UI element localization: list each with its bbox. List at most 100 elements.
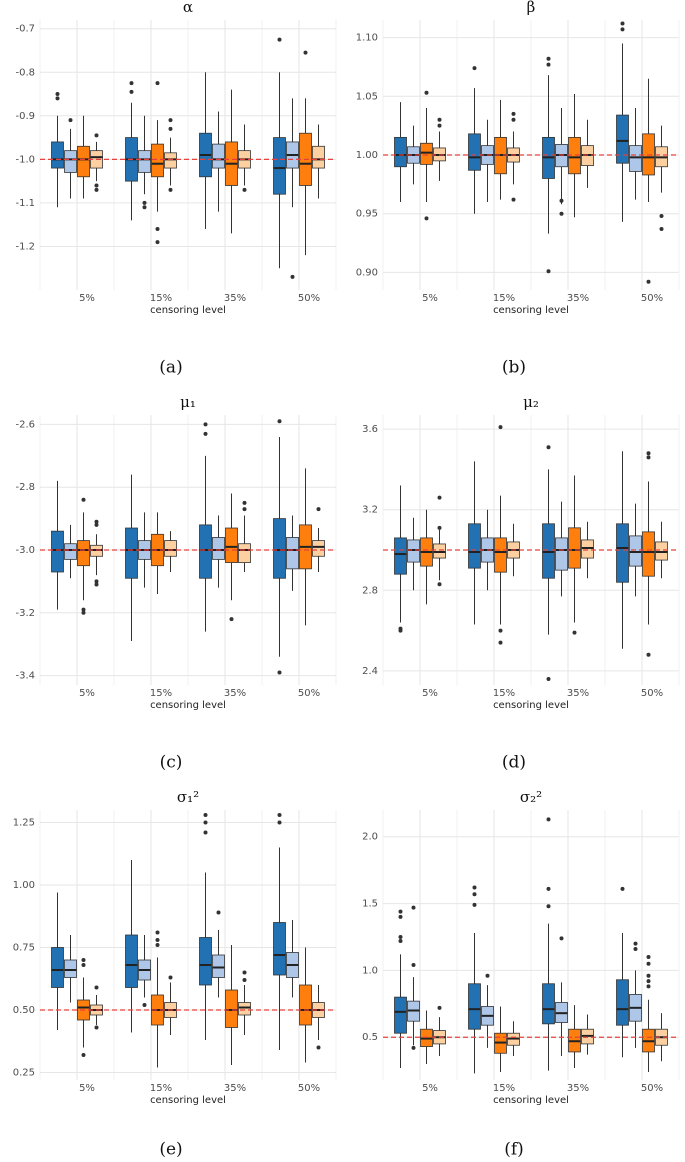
outlier <box>55 96 60 101</box>
box <box>299 984 312 1026</box>
box <box>494 537 507 573</box>
box <box>468 983 481 1030</box>
outlier <box>646 955 651 960</box>
outlier <box>559 211 564 216</box>
x-tick-label: 15% <box>493 688 515 699</box>
y-tick-label: 1.0 <box>362 965 378 976</box>
outlier <box>316 507 321 512</box>
x-tick-label: 15% <box>150 1083 172 1094</box>
box <box>394 537 407 575</box>
y-tick-label: -3.2 <box>15 608 35 619</box>
outlier <box>155 227 160 232</box>
outlier <box>646 961 651 966</box>
outlier <box>437 123 442 128</box>
outlier <box>511 117 516 122</box>
x-tick-label: 50% <box>641 1083 663 1094</box>
outlier <box>81 607 86 612</box>
box <box>64 543 77 560</box>
box <box>238 1002 251 1016</box>
box <box>568 527 581 569</box>
x-tick-label: 35% <box>567 1083 589 1094</box>
x-tick-label: 5% <box>79 1083 95 1094</box>
y-tick-label: 1.10 <box>356 33 378 44</box>
y-tick-label: 0.50 <box>13 1005 35 1016</box>
outlier <box>203 431 208 436</box>
box <box>199 937 212 986</box>
outlier <box>498 640 503 645</box>
outlier <box>411 963 416 968</box>
x-axis-title: censoring level <box>493 305 569 316</box>
outlier <box>94 187 99 192</box>
outlier <box>646 979 651 984</box>
outlier <box>398 938 403 943</box>
outlier <box>646 984 651 989</box>
box <box>273 137 286 195</box>
outlier <box>472 902 477 907</box>
outlier <box>472 892 477 897</box>
outlier <box>155 81 160 86</box>
panel-caption: (b) <box>502 358 526 378</box>
outlier <box>94 579 99 584</box>
panel-caption: (a) <box>159 358 182 378</box>
outlier <box>277 820 282 825</box>
panel-title: σ₂² <box>520 788 542 806</box>
panel-title: μ₁ <box>180 393 196 411</box>
box <box>151 143 164 178</box>
box <box>616 523 629 583</box>
x-tick-label: 5% <box>422 1083 438 1094</box>
outlier <box>94 183 99 188</box>
box <box>273 518 286 579</box>
outlier <box>94 985 99 990</box>
outlier <box>437 1005 442 1010</box>
outlier <box>316 1045 321 1050</box>
outlier <box>277 670 282 675</box>
outlier <box>242 507 247 512</box>
x-tick-label: 5% <box>79 293 95 304</box>
outlier <box>142 205 147 210</box>
outlier <box>646 451 651 456</box>
outlier <box>81 610 86 615</box>
y-tick-label: -1.1 <box>15 198 35 209</box>
box <box>225 527 238 563</box>
outlier <box>659 214 664 219</box>
x-tick-label: 15% <box>493 1083 515 1094</box>
outlier <box>242 970 247 975</box>
box <box>164 540 177 557</box>
outlier <box>277 813 282 817</box>
outlier <box>485 973 490 978</box>
box <box>616 114 629 164</box>
outlier <box>572 630 577 635</box>
y-tick-label: 1.5 <box>362 899 378 910</box>
box <box>312 145 325 169</box>
box <box>164 152 177 169</box>
outlier <box>424 90 429 95</box>
box <box>225 989 238 1028</box>
outlier <box>155 240 160 245</box>
x-tick-label: 50% <box>298 1083 320 1094</box>
outlier <box>546 56 551 61</box>
box <box>64 150 77 173</box>
outlier <box>216 910 221 915</box>
x-axis-title: censoring level <box>150 305 226 316</box>
y-tick-label: -0.8 <box>15 67 35 78</box>
box <box>468 523 481 569</box>
x-tick-label: 5% <box>422 293 438 304</box>
x-tick-label: 15% <box>493 293 515 304</box>
outlier <box>398 626 403 631</box>
y-tick-label: -3.0 <box>15 545 35 556</box>
outlier <box>242 187 247 192</box>
box <box>125 934 138 988</box>
x-tick-label: 50% <box>298 293 320 304</box>
y-tick-label: -1.2 <box>15 241 35 252</box>
outlier <box>511 197 516 202</box>
box <box>51 141 64 169</box>
box <box>273 922 286 976</box>
box <box>212 143 225 169</box>
outlier <box>437 117 442 122</box>
box <box>51 947 64 988</box>
outlier <box>303 50 308 55</box>
box <box>655 541 668 561</box>
box <box>433 543 446 559</box>
y-tick-label: 1.25 <box>13 818 35 829</box>
